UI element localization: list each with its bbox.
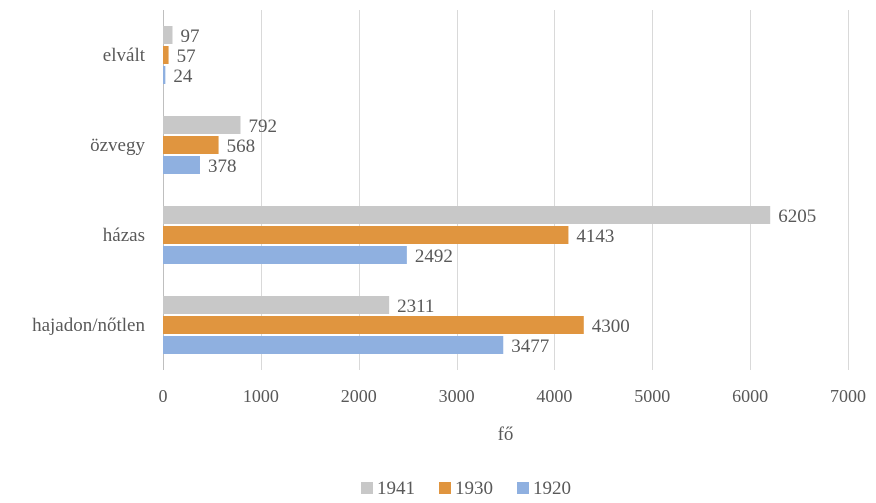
data-label: 6205 (778, 206, 816, 227)
category-label: házas (103, 225, 145, 246)
bar-1920 (163, 336, 504, 354)
bar-1941 (163, 296, 390, 314)
data-label: 2311 (397, 296, 434, 317)
legend-label: 1930 (455, 478, 493, 499)
x-tick-label: 3000 (439, 386, 475, 406)
data-label: 792 (249, 116, 278, 137)
data-label: 378 (208, 156, 237, 177)
bar-1941 (163, 116, 241, 134)
legend-swatch-1941 (361, 482, 373, 494)
x-tick-label: 2000 (341, 386, 377, 406)
gridlines (163, 10, 849, 370)
bar-1930 (163, 316, 584, 334)
bar-1920 (163, 66, 166, 84)
bar-1941 (163, 26, 173, 44)
x-tick-label: 4000 (536, 386, 572, 406)
x-tick-label: 7000 (830, 386, 866, 406)
legend: 1941 1930 1920 (361, 478, 571, 499)
bar-1930 (163, 226, 569, 244)
x-axis-title: fő (498, 424, 514, 445)
bar-1920 (163, 246, 407, 264)
x-tick-label: 5000 (634, 386, 670, 406)
data-label: 4143 (576, 226, 614, 247)
bar-1930 (163, 46, 169, 64)
legend-label: 1920 (533, 478, 571, 499)
data-label: 4300 (592, 316, 630, 337)
data-label: 3477 (511, 336, 549, 357)
legend-label: 1941 (377, 478, 415, 499)
category-label: elvált (103, 45, 146, 66)
data-label: 24 (173, 66, 193, 87)
data-label: 568 (227, 136, 256, 157)
category-labels: hajadon/nőtlen házas özvegy elvált (32, 45, 146, 336)
x-tick-label: 0 (159, 386, 168, 406)
x-tick-label: 1000 (243, 386, 279, 406)
data-label: 2492 (415, 246, 453, 267)
data-label: 57 (177, 46, 196, 67)
category-label: hajadon/nőtlen (32, 315, 145, 336)
legend-swatch-1930 (439, 482, 451, 494)
category-label: özvegy (90, 135, 145, 156)
bar-1920 (163, 156, 200, 174)
x-tick-labels: 0 1000 2000 3000 4000 5000 6000 7000 (159, 386, 867, 406)
bars (163, 26, 771, 354)
bar-1941 (163, 206, 771, 224)
bar-1930 (163, 136, 219, 154)
data-label: 97 (180, 26, 199, 47)
legend-swatch-1920 (517, 482, 529, 494)
x-tick-label: 6000 (732, 386, 768, 406)
